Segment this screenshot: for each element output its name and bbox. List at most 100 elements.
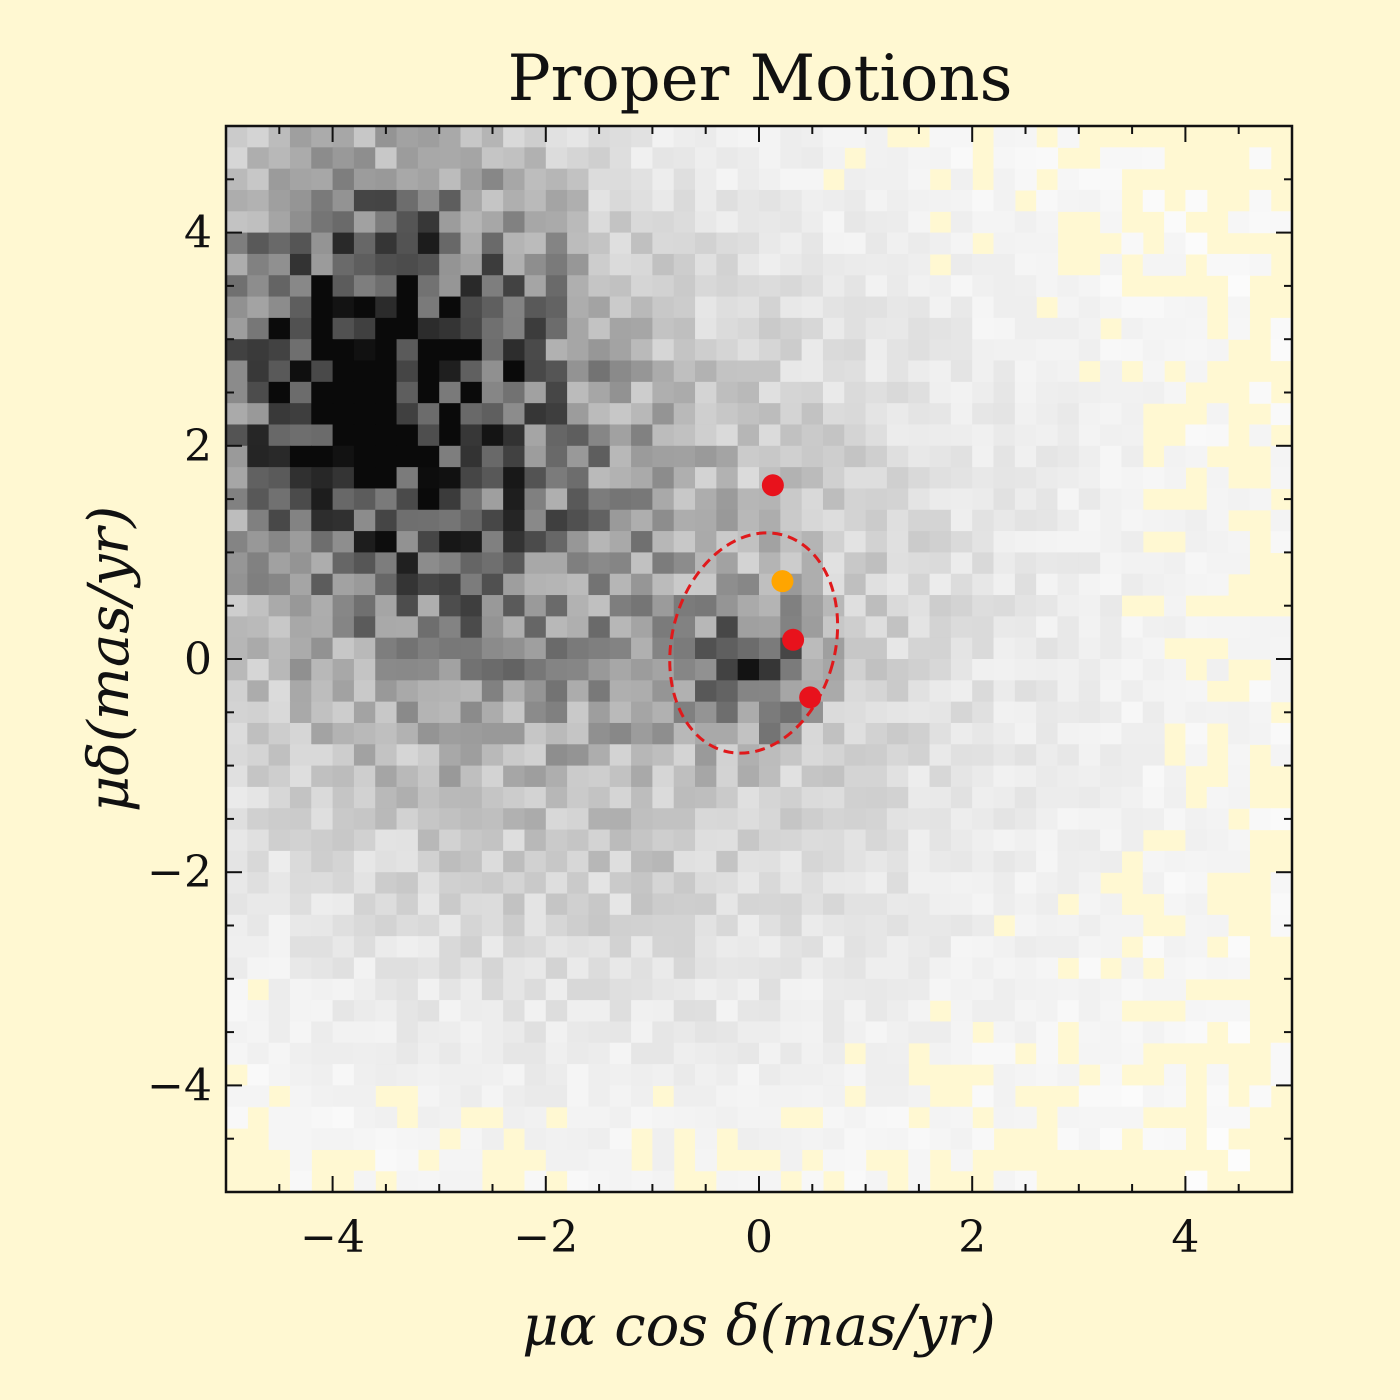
- heatmap-cell: [1014, 978, 1037, 1001]
- heatmap-cell: [1078, 1085, 1101, 1108]
- heatmap-cell: [247, 424, 270, 447]
- heatmap-cell: [1121, 531, 1144, 553]
- heatmap-cell: [545, 765, 568, 788]
- heatmap-cell: [865, 168, 888, 191]
- heatmap-cell: [375, 1106, 398, 1129]
- heatmap-cell: [1164, 232, 1186, 255]
- heatmap-cell: [226, 168, 248, 191]
- heatmap-cell: [311, 339, 334, 362]
- heatmap-cell: [716, 317, 739, 340]
- heatmap-cell: [950, 978, 973, 1001]
- heatmap-cell: [396, 253, 419, 276]
- heatmap-cell: [396, 936, 419, 959]
- heatmap-cell: [652, 531, 675, 553]
- heatmap-cell: [673, 1042, 696, 1065]
- heatmap-cell: [503, 381, 526, 404]
- heatmap-cell: [332, 168, 355, 191]
- heatmap-cell: [1036, 872, 1059, 895]
- heatmap-cell: [588, 232, 611, 255]
- heatmap-cell: [695, 659, 717, 681]
- heatmap-cell: [332, 936, 355, 959]
- heatmap-cell: [289, 1042, 312, 1065]
- heatmap-cell: [396, 211, 419, 234]
- heatmap-cell: [716, 722, 739, 745]
- heatmap-cell: [886, 893, 909, 916]
- heatmap-cell: [268, 488, 291, 511]
- heatmap-cell: [609, 126, 632, 148]
- heatmap-cell: [695, 1128, 717, 1150]
- heatmap-cell: [652, 1021, 675, 1044]
- heatmap-cell: [759, 531, 781, 553]
- heatmap-cell: [673, 1064, 696, 1086]
- heatmap-cell: [737, 1106, 760, 1129]
- heatmap-cell: [503, 701, 526, 724]
- heatmap-cell: [993, 531, 1016, 553]
- heatmap-cell: [1014, 936, 1037, 959]
- heatmap-cell: [993, 445, 1016, 468]
- heatmap-cell: [759, 1042, 781, 1065]
- heatmap-cell: [844, 381, 867, 404]
- heatmap-cell: [844, 786, 867, 809]
- heatmap-cell: [1014, 381, 1037, 404]
- heatmap-cell: [226, 467, 248, 490]
- heatmap-cell: [780, 189, 803, 212]
- heatmap-cell: [609, 1085, 632, 1108]
- heatmap-cell: [972, 616, 995, 639]
- heatmap-cell: [417, 1085, 440, 1108]
- heatmap-cell: [865, 126, 888, 148]
- heatmap-cell: [652, 1106, 675, 1129]
- heatmap-cell: [929, 317, 952, 340]
- heatmap-cell: [737, 1128, 760, 1150]
- heatmap-cell: [226, 1085, 248, 1108]
- heatmap-cell: [972, 701, 995, 724]
- heatmap-cell: [673, 744, 696, 767]
- heatmap-cell: [1142, 872, 1165, 895]
- heatmap-cell: [822, 659, 845, 681]
- heatmap-cell: [460, 637, 483, 660]
- heatmap-cell: [439, 403, 462, 426]
- heatmap-cell: [759, 936, 781, 959]
- heatmap-cell: [1249, 637, 1272, 660]
- heatmap-cell: [737, 275, 760, 298]
- heatmap-cell: [1036, 1000, 1059, 1023]
- heatmap-cell: [844, 616, 867, 639]
- heatmap-cell: [844, 701, 867, 724]
- heatmap-cell: [972, 552, 995, 575]
- heatmap-cell: [695, 445, 717, 468]
- heatmap-cell: [567, 531, 590, 553]
- heatmap-cell: [588, 275, 611, 298]
- heatmap-cell: [481, 680, 504, 703]
- heatmap-cell: [865, 744, 888, 767]
- heatmap-cell: [1206, 786, 1229, 809]
- heatmap-cell: [609, 1106, 632, 1129]
- heatmap-cell: [417, 445, 440, 468]
- heatmap-cell: [567, 786, 590, 809]
- heatmap-cell: [673, 573, 696, 596]
- heatmap-cell: [652, 253, 675, 276]
- heatmap-cell: [908, 1170, 931, 1193]
- heatmap-cell: [950, 872, 973, 895]
- heatmap-cell: [481, 360, 504, 383]
- heatmap-cell: [993, 1000, 1016, 1023]
- heatmap-cell: [993, 872, 1016, 895]
- heatmap-cell: [695, 168, 717, 191]
- heatmap-cell: [822, 850, 845, 873]
- heatmap-cell: [524, 1170, 547, 1193]
- heatmap-cell: [737, 339, 760, 362]
- heatmap-cell: [1121, 1106, 1144, 1129]
- heatmap-cell: [460, 744, 483, 767]
- heatmap-cell: [375, 893, 398, 916]
- heatmap-cell: [332, 850, 355, 873]
- heatmap-cell: [1121, 296, 1144, 319]
- heatmap-cell: [631, 573, 653, 596]
- heatmap-cell: [503, 872, 526, 895]
- heatmap-cell: [417, 765, 440, 788]
- heatmap-cell: [588, 360, 611, 383]
- heatmap-cell: [332, 893, 355, 916]
- heatmap-cell: [1185, 722, 1208, 745]
- heatmap-cell: [822, 147, 845, 170]
- heatmap-cell: [737, 1064, 760, 1086]
- heatmap-cell: [631, 467, 653, 490]
- heatmap-cell: [524, 616, 547, 639]
- heatmap-cell: [503, 808, 526, 831]
